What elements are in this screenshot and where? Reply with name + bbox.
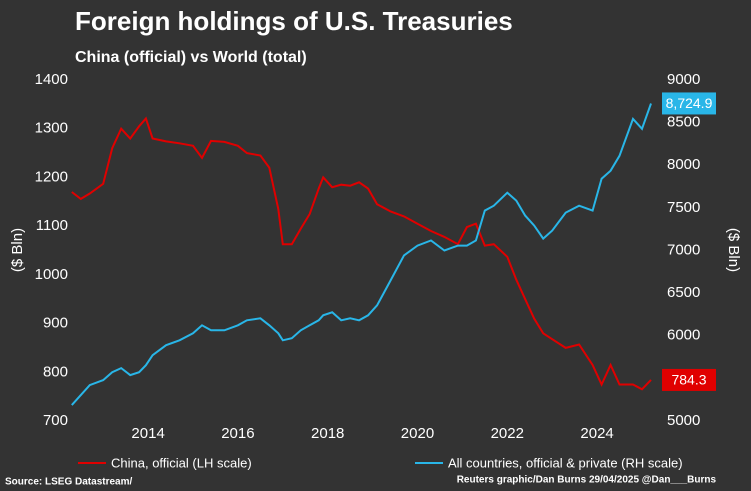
y-tick-label: 1400 (35, 71, 68, 88)
end-label-box (662, 368, 716, 391)
y2-tick-label: 5000 (667, 412, 700, 429)
y-tick-label: 700 (43, 412, 68, 429)
y-tick-label: 1200 (35, 168, 68, 185)
y2-tick-label: 9000 (667, 71, 700, 88)
y2-axis-label: ($ Bln) (725, 228, 742, 272)
source: Source: LSEG Datastream/ (5, 477, 132, 488)
x-tick-label: 2016 (221, 425, 254, 442)
y-tick-label: 900 (43, 315, 68, 332)
y2-tick-label: 6500 (667, 284, 700, 301)
y-axis-label: ($ Bln) (9, 228, 26, 272)
chart-title: Foreign holdings of U.S. Treasuries (75, 6, 513, 36)
series-line (71, 116, 652, 391)
x-tick-label: 2020 (401, 425, 434, 442)
y-tick-label: 1100 (36, 217, 68, 234)
series-line (71, 103, 652, 406)
legend-label: All countries, official & private (RH sc… (448, 455, 683, 470)
end-label-box (662, 92, 716, 115)
y2-tick-label: 8500 (667, 114, 700, 131)
x-tick-label: 2024 (580, 425, 613, 442)
y-tick-label: 800 (43, 363, 68, 380)
x-tick-label: 2014 (131, 425, 164, 442)
end-label: 8,724.9 (666, 95, 713, 111)
x-tick-label: 2018 (311, 425, 344, 442)
chart-subtitle: China (official) vs World (total) (75, 49, 307, 66)
y-tick-label: 1300 (35, 120, 68, 137)
y2-tick-label: 6000 (667, 327, 700, 344)
x-tick-label: 2022 (491, 425, 524, 442)
y2-tick-label: 8000 (667, 156, 700, 173)
y2-tick-label: 7000 (667, 241, 700, 258)
end-label: 784.3 (671, 372, 706, 388)
y-tick-label: 1000 (35, 266, 68, 283)
y2-tick-label: 7500 (667, 199, 700, 216)
legend-label: China, official (LH scale) (111, 455, 252, 470)
credit: Reuters graphic/Dan Burns 29/04/2025 @Da… (457, 475, 717, 486)
